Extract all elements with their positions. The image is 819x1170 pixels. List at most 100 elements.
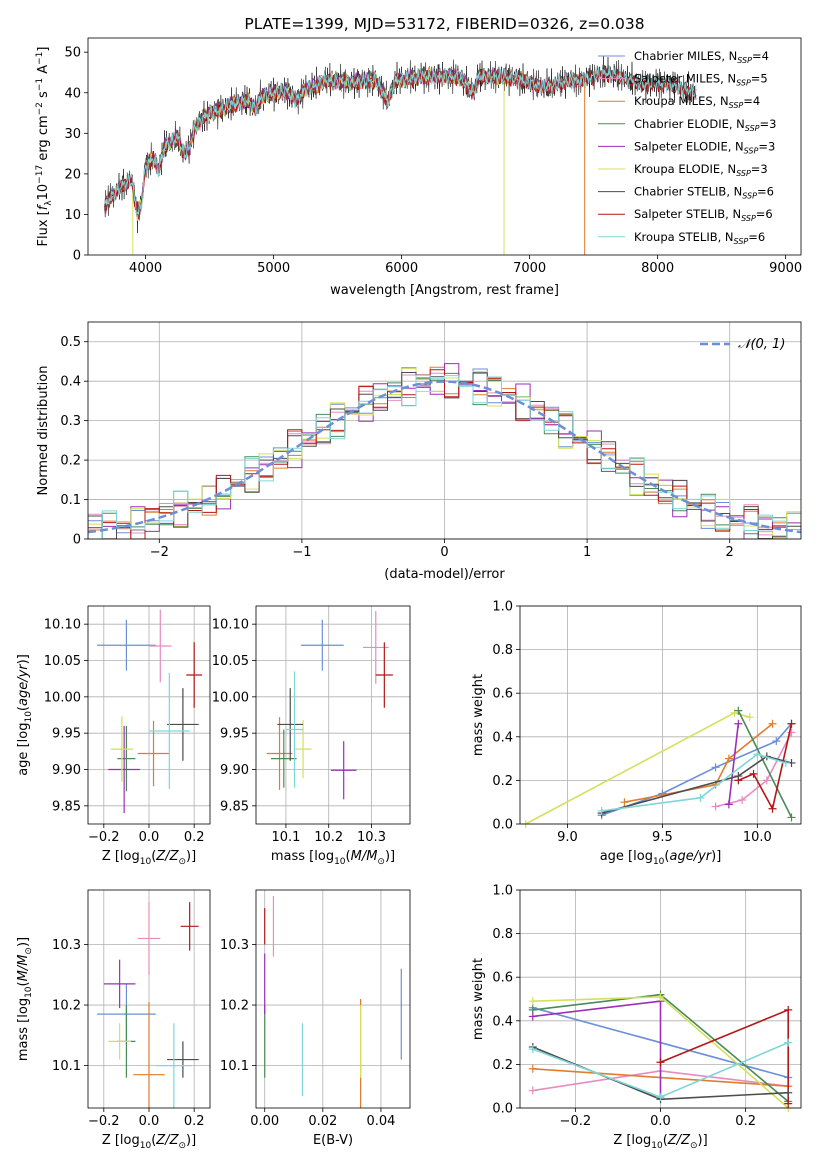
axes-frame [255,605,411,825]
mass-weight-marker [745,713,754,722]
y-tick-label: 9.85 [220,799,249,814]
x-tick-label: 0.2 [735,1114,756,1129]
y-tick-label: 10.05 [44,654,81,669]
y-tick-label: 20 [64,167,81,182]
x-tick-label: 8000 [641,261,674,276]
mass-weight-marker [768,804,777,813]
y-tick-label: 9.85 [52,799,81,814]
x-tick-label: −1 [292,545,311,560]
mass-vs-ebv-panel: 0.00 0.02 0.04 10.1 10.2 10.3 E(B-V) [220,889,411,1148]
mass-weight-marker [787,719,796,728]
y-tick-label: 50 [64,46,81,61]
mass-weight-marker [734,719,743,728]
mass-weight-marker [772,737,781,746]
y-tick-label: 10.3 [220,938,249,953]
mass-vs-Z-panel: −0.2 0.0 0.2 10.1 10.2 10.3 Z [log10(Z/Z⊙)] mas… [16,889,211,1151]
y-tick-label: 0 [73,533,81,548]
mass-weight-marker [781,758,790,767]
y-tick-label: 10.05 [212,654,249,669]
x-axis-label: Z [log10(Z/Z⊙)] [102,849,196,867]
mass-weight-line [728,723,740,805]
y-tick-label: 0.4 [492,730,513,745]
y-tick-label: 40 [64,86,81,101]
legend-label: Salpeter ELODIE, NSSP=3 [634,139,775,155]
x-tick-label: 0 [440,545,448,560]
mass-weight-marker [528,1012,537,1021]
legend-label: Kroupa MILES, NSSP=4 [634,94,760,110]
mass-weight-marker [696,793,705,802]
x-axis-label: mass [log10(M/M⊙)] [271,849,395,867]
legend-label: Salpeter STELIB, NSSP=6 [634,207,773,223]
mass-weight-line [737,723,793,811]
axes-frame [519,605,802,825]
y-tick-label: 9.90 [52,763,81,778]
mass-weight-marker [753,750,762,759]
y-tick-label: 0.2 [492,1058,513,1073]
chart-title: PLATE=1399, MJD=53172, FIBERID=0326, z=0… [244,15,644,33]
x-axis-label: E(B-V) [313,1133,353,1148]
mass-weight-marker [784,1005,793,1014]
y-tick-label: 0.6 [492,971,513,986]
x-tick-label: 0.02 [308,1114,337,1129]
y-tick-label: 0.0 [492,1102,513,1117]
mass-weight-marker [656,992,665,1001]
x-axis-label: Z [log10(Z/Z⊙)] [613,1133,707,1151]
mass-weight-marker [784,1099,793,1108]
mass-weight-marker [711,763,720,772]
massweight-vs-age-panel: 9.0 9.5 10.0 0.0 0.2 0.4 0.6 0.8 1.0 mass weight a… [471,600,802,867]
y-tick-label: 1.0 [492,600,513,615]
axes-frame [519,889,802,1109]
y-tick-label: 9.90 [220,763,249,778]
x-axis-label: (data-model)/error [384,567,505,582]
x-tick-label: −2 [150,545,169,560]
legend-label: 𝒩(0, 1) [738,337,785,352]
mass-weight-marker [724,754,733,763]
model-spectrum-line [104,65,697,216]
mass-weight-marker [597,806,606,815]
mass-weight-marker [787,813,796,822]
y-tick-label: 10.1 [220,1059,249,1074]
mass-weight-marker [620,798,629,807]
y-tick-label: 10.3 [52,938,81,953]
mass-weight-marker [784,1038,793,1047]
y-tick-label: 0.8 [492,927,513,942]
y-tick-label: 10 [64,208,81,223]
y-tick-label: 0.4 [492,1014,513,1029]
mass-weight-marker [762,776,771,785]
y-tick-label: 0.5 [60,335,81,350]
y-tick-label: 9.95 [220,727,249,742]
y-tick-label: 10.2 [220,999,249,1014]
y-axis-label: mass [log10(M/M⊙)] [16,937,34,1061]
axes-frame [87,321,802,540]
mass-weight-marker [528,1086,537,1095]
mass-weight-marker [749,769,758,778]
y-tick-label: 0.8 [492,643,513,658]
y-axis-label: mass weight [471,674,486,756]
x-tick-label: 9.5 [652,830,673,845]
y-tick-label: 10.1 [52,1059,81,1074]
axes-frame [255,889,411,1109]
y-tick-label: 10.00 [212,690,249,705]
legend-label: Kroupa STELIB, NSSP=6 [634,230,765,246]
y-tick-label: 10.2 [52,999,81,1014]
x-tick-label: 10.1 [271,830,300,845]
mass-weight-marker [528,1045,537,1054]
x-tick-label: 5000 [257,261,290,276]
y-tick-label: 10.10 [44,618,81,633]
y-tick-label: 0.2 [60,454,81,469]
y-tick-label: 10.10 [212,618,249,633]
y-tick-label: 0.3 [60,414,81,429]
y-axis-label: age [log10(age/yr)] [16,654,34,776]
y-tick-label: 1.0 [492,884,513,899]
x-tick-label: 9000 [769,261,802,276]
residuals-panel: −2 −1 0 1 2 0 0.1 0.2 0.3 0.4 0.5 (data-model)/erro… [36,321,802,582]
x-axis-label: age [log10(age/yr)] [600,849,722,867]
mass-weight-line [601,755,792,814]
y-tick-label: 0 [73,249,81,264]
x-tick-label: 10.2 [314,830,343,845]
x-tick-label: 10.0 [743,830,772,845]
x-tick-label: 0.2 [184,1114,205,1129]
y-tick-label: 0.0 [492,818,513,833]
mass-weight-marker [528,1064,537,1073]
x-tick-label: 6000 [385,261,418,276]
